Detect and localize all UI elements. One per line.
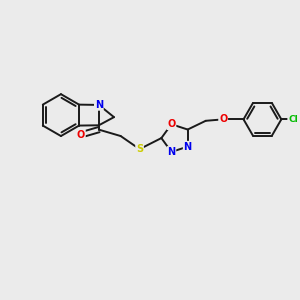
Text: Cl: Cl <box>288 115 298 124</box>
Text: O: O <box>219 114 227 124</box>
Text: O: O <box>167 119 175 129</box>
Text: N: N <box>95 100 103 110</box>
Text: N: N <box>184 142 192 152</box>
Text: N: N <box>167 147 175 157</box>
Text: S: S <box>136 144 143 154</box>
Text: O: O <box>77 130 85 140</box>
